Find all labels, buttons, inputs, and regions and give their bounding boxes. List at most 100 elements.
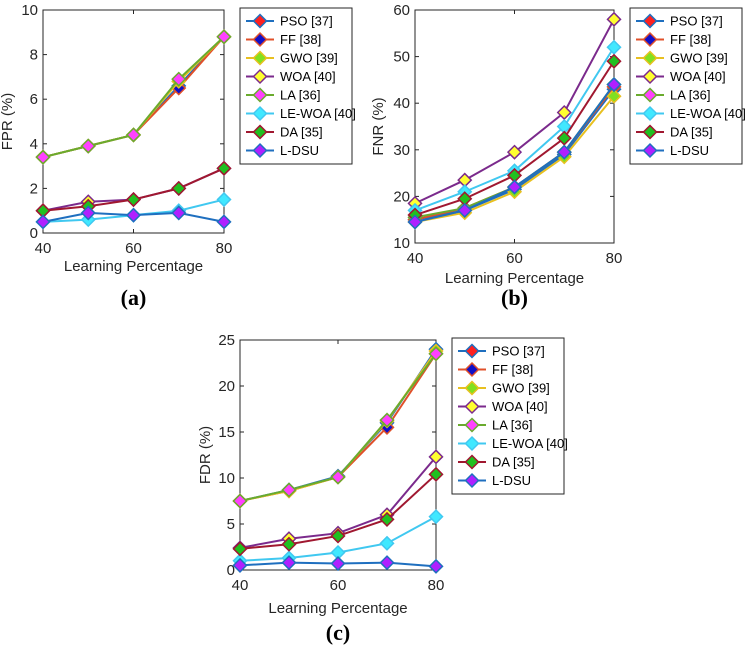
- legend-marker: [464, 361, 480, 378]
- data-point: [506, 144, 523, 160]
- y-tick-label: 5: [227, 516, 235, 533]
- y-tick-label: 15: [218, 424, 235, 441]
- legend-entry: L-DSU: [492, 473, 531, 488]
- x-tick-label: 40: [35, 240, 52, 257]
- data-point: [428, 346, 444, 362]
- data-point: [428, 509, 444, 525]
- y-tick-label: 6: [30, 91, 38, 108]
- legend-entry: GWO [39]: [492, 381, 550, 396]
- data-point: [281, 555, 297, 571]
- legend-marker: [252, 124, 268, 140]
- data-point: [606, 53, 622, 69]
- data-point: [457, 202, 473, 218]
- legend-marker: [464, 417, 480, 433]
- legend-entry: WOA [40]: [670, 69, 726, 84]
- data-point: [428, 449, 444, 465]
- data-point: [330, 555, 346, 572]
- data-point: [171, 71, 187, 87]
- y-tick-label: 25: [218, 332, 235, 349]
- x-tick-label: 60: [125, 240, 142, 257]
- legend-marker: [464, 435, 480, 452]
- legend-marker: [642, 50, 658, 66]
- legend-marker: [642, 31, 658, 48]
- panel-a: 0 2 4 6 8 10 40 60 80 Learning Percentage FPR (%) P…: [0, 2, 356, 310]
- data-point: [330, 528, 346, 544]
- data-point: [606, 76, 622, 93]
- legend-entry: LA [36]: [280, 88, 320, 103]
- legend-marker: [642, 13, 658, 29]
- x-tick-label: 60: [506, 250, 523, 267]
- x-tick-label: 60: [330, 577, 347, 594]
- data-point: [379, 535, 395, 551]
- legend-entry: L-DSU: [280, 143, 319, 158]
- data-point: [232, 557, 248, 573]
- x-axis-label: Learning Percentage: [268, 600, 407, 617]
- legend-marker: [252, 50, 268, 66]
- data-point: [171, 180, 187, 196]
- legend-entry: GWO [39]: [280, 51, 338, 66]
- data-point: [171, 205, 187, 221]
- data-point: [606, 11, 622, 27]
- y-tick-label: 20: [218, 378, 235, 395]
- x-tick-label: 80: [216, 240, 233, 257]
- legend-entry: WOA [40]: [492, 399, 548, 414]
- legend-marker: [252, 87, 268, 103]
- data-point: [556, 144, 572, 160]
- data-point: [125, 127, 142, 143]
- data-point: [232, 493, 248, 509]
- panel-caption: (b): [501, 285, 528, 310]
- y-tick-label: 30: [393, 142, 410, 159]
- legend-entry: FF [38]: [492, 362, 533, 377]
- legend-marker: [642, 142, 658, 159]
- legend-entry: LE-WOA [40]: [280, 106, 356, 121]
- data-point: [330, 469, 346, 485]
- data-point: [506, 179, 523, 195]
- data-point: [281, 536, 297, 552]
- y-tick-label: 20: [393, 188, 410, 205]
- legend-entry: DA [35]: [280, 125, 323, 140]
- y-tick-label: 0: [227, 562, 235, 579]
- y-tick-label: 10: [393, 235, 410, 252]
- legend-entry: FF [38]: [280, 32, 321, 47]
- data-point: [216, 29, 232, 45]
- x-tick-label: 40: [407, 250, 424, 267]
- legend-entry: PSO [37]: [280, 14, 333, 29]
- legend-marker: [464, 343, 480, 359]
- x-axis-label: Learning Percentage: [64, 258, 203, 275]
- legend-entry: PSO [37]: [670, 14, 723, 29]
- legend-entry: PSO [37]: [492, 344, 545, 359]
- legend-marker: [642, 68, 658, 85]
- y-axis-label: FPR (%): [0, 93, 16, 151]
- data-point: [216, 191, 232, 208]
- panel-caption: (c): [326, 620, 350, 645]
- x-tick-label: 80: [606, 250, 623, 267]
- legend-entry: WOA [40]: [280, 69, 336, 84]
- legend-entry: LE-WOA [40]: [492, 436, 568, 451]
- legend-entry: LA [36]: [492, 418, 532, 433]
- legend-marker: [464, 380, 480, 396]
- y-axis-label: FNR (%): [370, 97, 387, 155]
- x-tick-label: 40: [232, 577, 249, 594]
- data-point: [35, 214, 51, 230]
- data-point: [407, 214, 423, 230]
- y-tick-label: 2: [30, 180, 38, 197]
- y-tick-label: 60: [393, 2, 410, 19]
- y-tick-label: 0: [30, 225, 38, 242]
- legend-marker: [252, 142, 268, 159]
- x-axis-label: Learning Percentage: [445, 270, 584, 287]
- legend-marker: [464, 398, 480, 415]
- data-point: [428, 466, 444, 482]
- data-point: [428, 558, 444, 574]
- legend-marker: [252, 105, 268, 122]
- data-point: [125, 191, 142, 208]
- legend-entry: DA [35]: [492, 455, 535, 470]
- legend-marker: [464, 472, 480, 489]
- data-point: [216, 214, 232, 230]
- data-point: [232, 541, 248, 557]
- legend-marker: [252, 31, 268, 48]
- data-point: [125, 207, 142, 223]
- panel-c: 0 5 10 15 20 25 40 60 80 Learning Percentage FDR (…: [197, 332, 568, 645]
- legend-marker: [252, 13, 268, 29]
- legend-marker: [464, 454, 480, 470]
